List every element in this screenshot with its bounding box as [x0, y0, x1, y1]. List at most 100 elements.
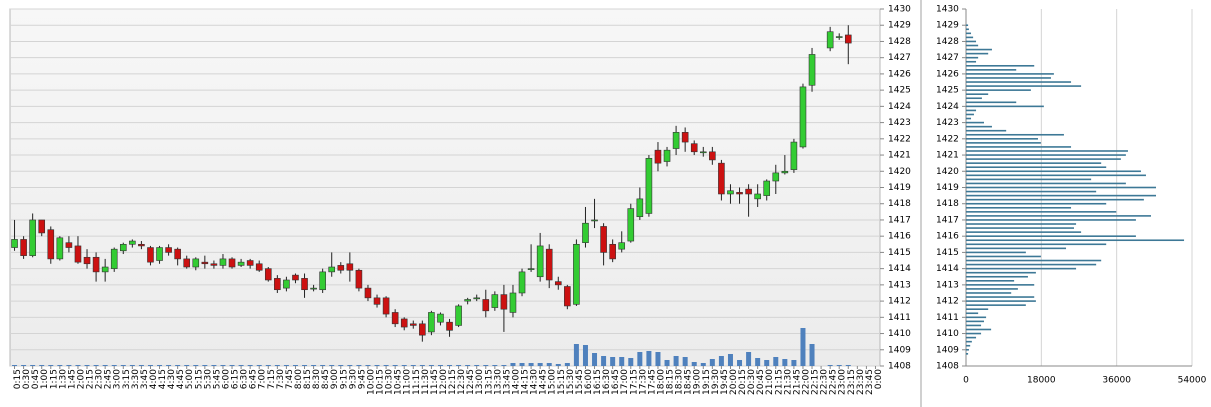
x-tick-label: 15:45 [575, 369, 585, 395]
volume-bar [555, 364, 561, 366]
x-tick-label: 23:15 [847, 369, 857, 395]
y-tick-label: 1417 [936, 215, 959, 225]
profile-bar [966, 231, 1082, 233]
x-tick-label: 9:30 [348, 369, 358, 389]
profile-bar [966, 64, 1035, 67]
volume-bar [746, 352, 752, 366]
volume-bar [737, 360, 743, 366]
y-tick-label: 1419 [888, 183, 911, 193]
volume-bar [419, 365, 425, 366]
x-tick-label: 13:45 [502, 369, 512, 395]
x-tick-label: 15:30 [566, 369, 576, 395]
profile-bar [966, 52, 989, 55]
profile-bar [966, 206, 1072, 209]
candle-body [138, 243, 145, 247]
profile-bar [966, 340, 972, 343]
profile-bar [966, 280, 1015, 282]
y-tick-label: 1413 [888, 280, 911, 290]
profile-bar [966, 332, 982, 335]
candle-body [382, 297, 390, 315]
profile-bar [966, 336, 977, 339]
y-tick-label: 1409 [888, 345, 911, 355]
volume-bar [592, 353, 598, 366]
y-tick-label: 1408 [936, 362, 959, 372]
profile-bar [966, 44, 979, 47]
volume-bar [528, 363, 534, 366]
candle-body [110, 248, 118, 269]
volume-bar [57, 365, 63, 366]
candle-body [636, 198, 644, 218]
candle-body [328, 266, 336, 273]
volume-bar [356, 365, 362, 366]
candle-body [464, 299, 471, 302]
x-tick-label: 18:15 [666, 369, 676, 395]
candle-body [482, 299, 490, 312]
x-tick-label: 8:45 [321, 369, 331, 389]
profile-bar [966, 288, 1018, 290]
volume-bar [628, 358, 634, 366]
candle-body [346, 263, 354, 271]
y-tick-label: 1422 [936, 134, 959, 144]
volume-bar [220, 365, 226, 366]
candle-body [147, 247, 154, 263]
profile-bar [966, 146, 1072, 148]
x-tick-label: 7:00 [258, 369, 268, 389]
volume-bar [646, 351, 652, 366]
candle-body [754, 193, 761, 200]
candle-body [808, 54, 816, 86]
x-tick-label: 14:00 [511, 369, 521, 395]
x-tick-label: 1:15 [49, 369, 59, 389]
candle-body [473, 297, 481, 300]
candle-body [246, 260, 254, 266]
candle-body [600, 226, 607, 253]
x-tick-label: 0:15 [13, 369, 23, 389]
profile-bar [966, 56, 979, 59]
profile-bar [966, 316, 987, 319]
candle-body [409, 323, 417, 326]
volume-bar [501, 365, 507, 366]
volume-bar [202, 365, 208, 366]
candle-body [129, 240, 136, 245]
candle-body [654, 149, 662, 164]
volume-bar [283, 365, 289, 366]
x-tick-label: 3:30 [131, 369, 141, 389]
x-tick-label: 13:00 [475, 369, 485, 395]
candle-body [29, 219, 36, 256]
profile-bar [966, 85, 1082, 87]
candle-body [83, 256, 91, 265]
x-tick-label: 3:00 [113, 369, 123, 389]
x-tick-label: 5:15 [194, 369, 204, 389]
x-tick-label: 15:00 [548, 369, 558, 395]
volume-bar [537, 363, 543, 366]
profile-bar [966, 235, 1136, 237]
candle-body [301, 278, 308, 291]
candle-body [781, 170, 789, 174]
volume-bar [447, 365, 453, 366]
y-tick-label: 1423 [888, 118, 911, 128]
volume-bar [718, 356, 724, 366]
profile-bar [966, 158, 1121, 160]
candle-body [681, 132, 689, 143]
candle-body [545, 248, 553, 281]
volume-bar [320, 365, 326, 366]
volume-bar [845, 365, 851, 366]
candle-body [826, 31, 834, 49]
profile-bar [966, 170, 1141, 173]
y-tick-label: 1430 [936, 5, 959, 15]
profile-bar [966, 162, 1102, 164]
x-tick-label: 12:30 [457, 369, 467, 395]
volume-bar [437, 365, 443, 366]
x-tick-label: 17:30 [638, 369, 648, 395]
profile-bar [966, 275, 1028, 278]
volume-bar [129, 365, 135, 366]
volume-bar [700, 363, 706, 366]
x-tick-label: 0:45 [31, 369, 41, 389]
profile-bar [966, 227, 1074, 229]
profile-bar [966, 69, 1017, 71]
x-tick-label: 17:15 [629, 369, 639, 395]
volume-bar [102, 365, 108, 366]
x-tick-label: 10:00 [366, 369, 376, 395]
x-tick-label: 23:30 [856, 369, 866, 395]
profile-bar [966, 150, 1128, 152]
